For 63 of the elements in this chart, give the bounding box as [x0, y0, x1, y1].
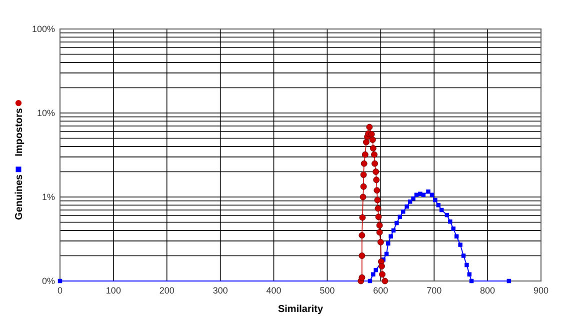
point	[360, 183, 367, 190]
legend-label: Impostors	[14, 108, 25, 156]
x-axis-title: Similarity	[278, 304, 324, 315]
point	[359, 214, 366, 221]
point	[374, 196, 381, 204]
x-tick-label: 800	[480, 285, 496, 296]
point	[433, 198, 438, 202]
point	[375, 214, 382, 220]
point	[448, 219, 452, 224]
point	[371, 272, 376, 276]
x-tick-label: 700	[426, 285, 442, 296]
y-tick-label: 1%	[42, 192, 55, 202]
point	[461, 254, 466, 258]
point	[358, 232, 366, 239]
point	[379, 271, 386, 278]
point	[388, 234, 393, 238]
x-tick-label: 300	[212, 285, 228, 296]
point	[360, 172, 367, 178]
x-tick-label: 100	[106, 285, 121, 296]
point	[358, 274, 366, 281]
point	[374, 268, 378, 272]
point	[362, 151, 368, 158]
point	[404, 204, 409, 209]
point	[363, 138, 370, 146]
point	[371, 151, 378, 158]
x-tick-label: 200	[159, 285, 174, 296]
point	[464, 262, 469, 268]
point	[382, 278, 388, 284]
point	[376, 222, 383, 229]
point	[378, 262, 385, 270]
point	[360, 194, 366, 200]
point	[358, 252, 366, 259]
x-tick-label: 0	[57, 285, 63, 296]
x-tick-label: 400	[266, 285, 282, 296]
point	[360, 160, 368, 167]
point	[408, 200, 412, 204]
point	[374, 187, 380, 194]
x-tick-label: 600	[373, 285, 388, 296]
point	[372, 168, 380, 175]
point	[373, 176, 380, 184]
point	[369, 136, 376, 144]
y-tick-label: 10%	[36, 108, 55, 118]
point	[411, 196, 416, 201]
x-tick-label: 500	[320, 285, 335, 296]
point	[436, 203, 441, 208]
point	[368, 130, 375, 138]
point	[394, 220, 399, 226]
point	[370, 145, 376, 152]
point	[458, 242, 462, 247]
point	[386, 241, 390, 246]
point	[376, 229, 383, 236]
point	[451, 226, 456, 231]
legend-label: Genuines	[14, 174, 25, 220]
y-tick-label: 100%	[32, 24, 55, 34]
y-tick-label: 0%	[42, 276, 55, 286]
point	[366, 124, 373, 130]
x-tick-label: 900	[533, 285, 549, 296]
point	[454, 234, 459, 238]
point	[467, 272, 472, 276]
point	[377, 238, 384, 246]
point	[372, 160, 378, 167]
point	[374, 205, 382, 212]
point	[426, 189, 430, 194]
